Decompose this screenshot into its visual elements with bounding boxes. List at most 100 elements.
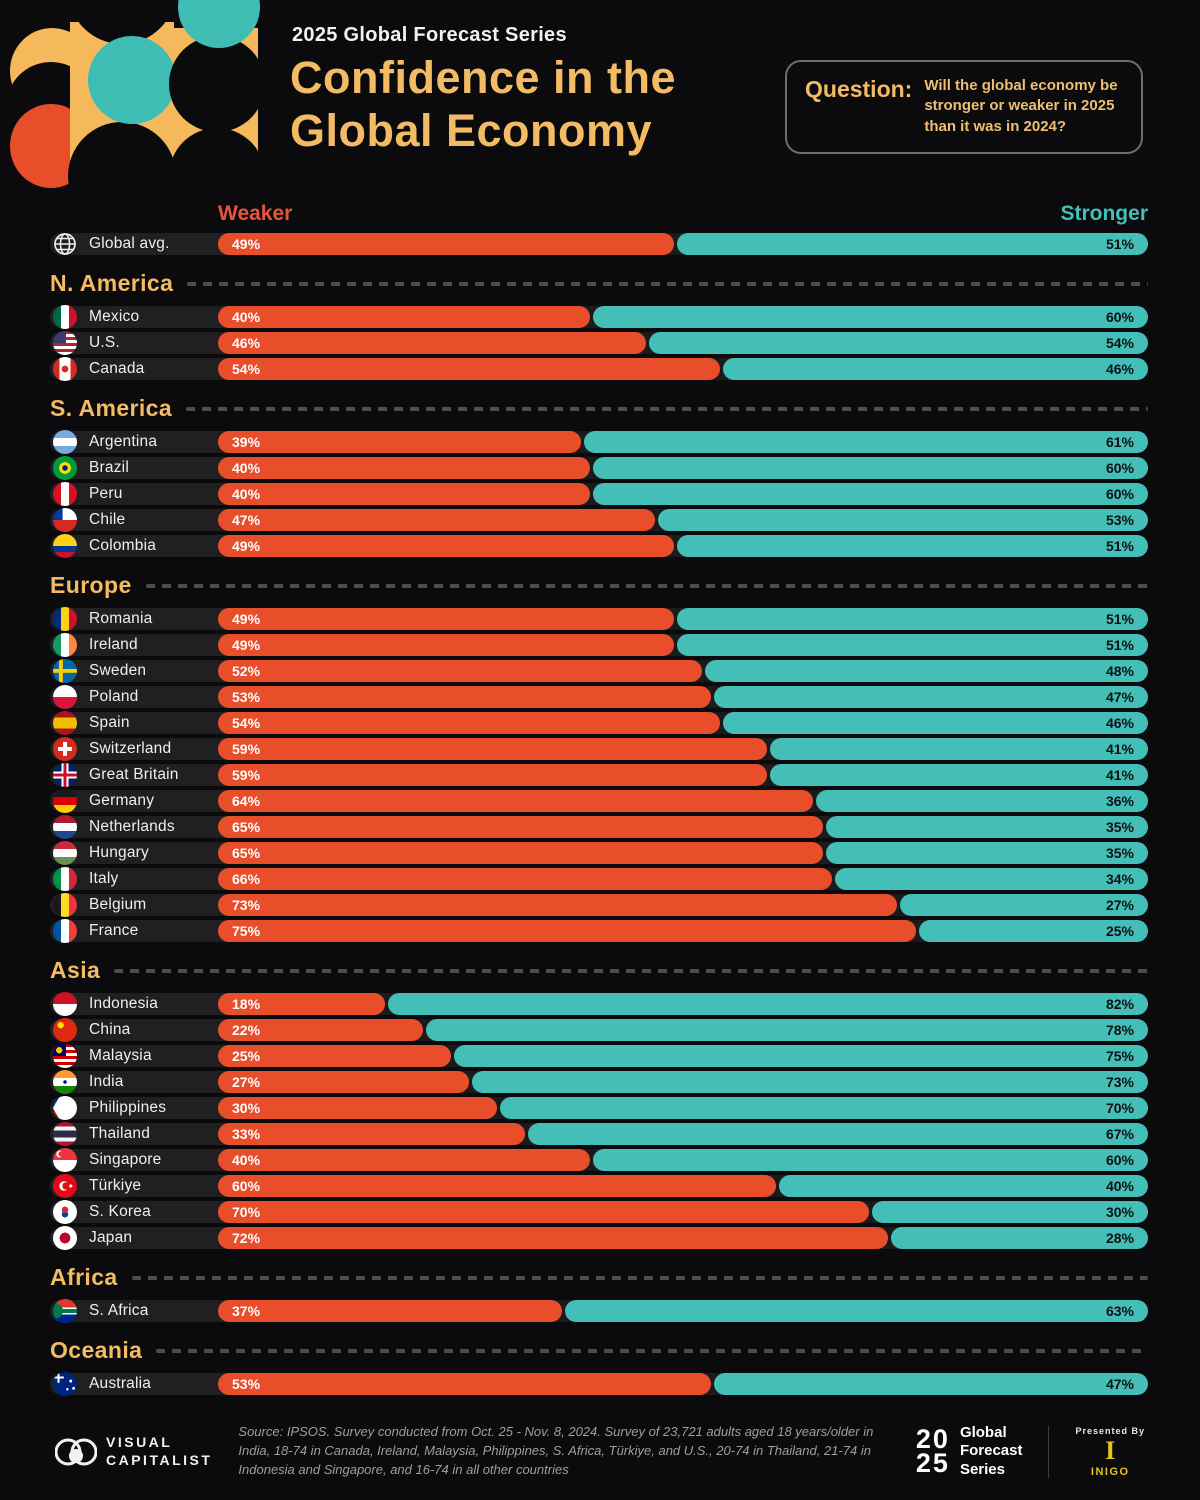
stronger-bar: 54% [648,332,1148,354]
stronger-value: 54% [1105,335,1134,351]
stronger-value: 67% [1105,1126,1134,1142]
page-title: Confidence in the Global Economy [290,52,676,157]
weaker-bar: 46% [218,332,646,354]
canada-flag-icon [53,357,77,381]
weaker-bar: 65% [218,816,823,838]
country-row: Ireland 49% 51% [50,633,1148,657]
country-label: Belgium [89,896,147,913]
country-label: Romania [89,610,153,627]
country-label: Canada [89,360,145,377]
weaker-value: 40% [232,309,261,325]
stronger-value: 47% [1105,689,1134,705]
stacked-bar: 70% 30% [218,1201,1148,1223]
weaker-value: 53% [232,689,261,705]
stronger-value: 75% [1105,1048,1134,1064]
question-label: Question: [805,76,913,102]
weaker-bar: 49% [218,535,674,557]
stronger-bar: 46% [723,712,1148,734]
country-label: Ireland [89,636,138,653]
france-flag-icon [53,919,77,943]
country-label: Australia [89,1375,152,1392]
stacked-bar: 64% 36% [218,790,1148,812]
weaker-value: 59% [232,741,261,757]
spain-flag-icon [53,711,77,735]
peru-flag-icon [53,482,77,506]
country-row: Indonesia 18% 82% [50,992,1148,1016]
stacked-bar: 22% 78% [218,1019,1148,1041]
netherlands-flag-icon [53,815,77,839]
safrica-flag-icon [53,1299,77,1323]
country-row: Canada 54% 46% [50,357,1148,381]
weaker-bar: 30% [218,1097,497,1119]
stronger-bar: 60% [593,483,1148,505]
stacked-bar: 37% 63% [218,1300,1148,1322]
country-row: Thailand 33% 67% [50,1122,1148,1146]
switzerland-flag-icon [53,737,77,761]
country-label: U.S. [89,334,120,351]
global-forecast-series-logo: 20 25 Global Forecast Series [916,1424,1023,1480]
country-label: Malaysia [89,1047,152,1064]
stacked-bar: 27% 73% [218,1071,1148,1093]
section-dashed-line [145,583,1148,588]
country-row: Philippines 30% 70% [50,1096,1148,1120]
country-row: Chile 47% 53% [50,508,1148,532]
mexico-flag-icon [53,305,77,329]
country-row: Sweden 52% 48% [50,659,1148,683]
country-row: Hungary 65% 35% [50,841,1148,865]
stronger-bar: 25% [918,920,1148,942]
country-label: Philippines [89,1099,167,1116]
stacked-bar: 40% 60% [218,457,1148,479]
section-dashed-line [131,1275,1148,1280]
stronger-bar: 30% [872,1201,1148,1223]
weaker-bar: 53% [218,1373,711,1395]
legend-stronger: Stronger [1060,202,1148,225]
stacked-bar: 65% 35% [218,842,1148,864]
stacked-bar: 59% 41% [218,738,1148,760]
header: 2025 Global Forecast Series Confidence i… [0,0,1200,196]
stronger-bar: 60% [593,457,1148,479]
section-header-europe: Europe [50,572,1148,599]
stronger-bar: 40% [779,1175,1148,1197]
stronger-value: 47% [1105,1376,1134,1392]
country-row: India 27% 73% [50,1070,1148,1094]
stronger-value: 25% [1105,923,1134,939]
country-label: India [89,1073,124,1090]
italy-flag-icon [53,867,77,891]
stronger-value: 48% [1105,663,1134,679]
weaker-bar: 72% [218,1227,888,1249]
stacked-bar: 47% 53% [218,509,1148,531]
vc-logo-line2: CAPITALIST [106,1451,213,1468]
country-label: Sweden [89,662,147,679]
section-title: Oceania [50,1337,143,1363]
country-label: Hungary [89,844,149,861]
stronger-value: 78% [1105,1022,1134,1038]
country-label: Germany [89,792,155,809]
country-row: Colombia 49% 51% [50,534,1148,558]
country-row: Switzerland 59% 41% [50,737,1148,761]
stronger-bar: 61% [583,431,1148,453]
country-row: S. Africa 37% 63% [50,1299,1148,1323]
country-row: U.S. 46% 54% [50,331,1148,355]
country-row: Malaysia 25% 75% [50,1044,1148,1068]
indonesia-flag-icon [53,992,77,1016]
weaker-bar: 22% [218,1019,423,1041]
stacked-bar: 30% 70% [218,1097,1148,1119]
weaker-value: 54% [232,715,261,731]
decorative-logo [6,0,268,192]
weaker-value: 75% [232,923,261,939]
country-label: S. Korea [89,1203,151,1220]
country-row: S. Korea 70% 30% [50,1200,1148,1224]
stacked-bar: 75% 25% [218,920,1148,942]
stacked-bar: 25% 75% [218,1045,1148,1067]
country-row: France 75% 25% [50,919,1148,943]
country-row: Italy 66% 34% [50,867,1148,891]
stronger-value: 51% [1105,637,1134,653]
sweden-flag-icon [53,659,77,683]
malaysia-flag-icon [53,1044,77,1068]
stronger-bar: 47% [713,1373,1148,1395]
stronger-value: 36% [1105,793,1134,809]
weaker-value: 33% [232,1126,261,1142]
section-dashed-line [156,1348,1148,1353]
country-label: Colombia [89,537,157,554]
legend-weaker: Weaker [218,202,293,225]
